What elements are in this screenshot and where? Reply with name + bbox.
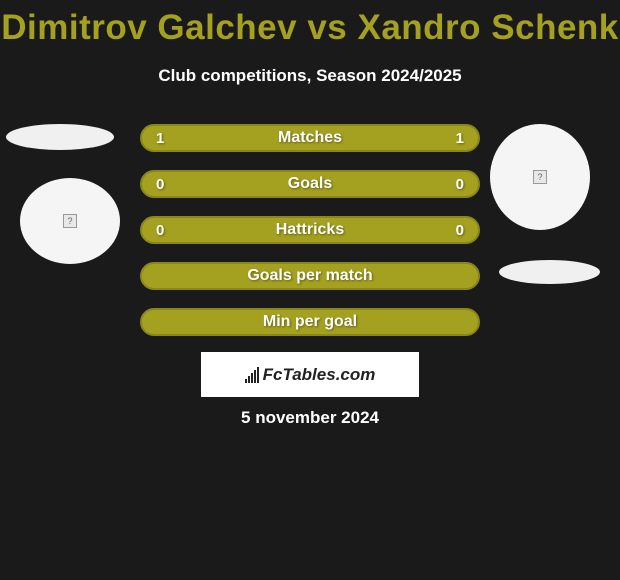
stat-right-value: 1 [456,130,464,147]
stat-right-value: 0 [456,176,464,193]
image-placeholder-icon: ? [533,170,547,184]
stat-left-value: 0 [156,176,164,193]
decor-ellipse-bottom-right [499,260,600,284]
image-placeholder-icon: ? [63,214,77,228]
player-left-avatar: ? [20,178,120,264]
stats-container: 1Matches10Goals00Hattricks0Goals per mat… [140,124,480,354]
player-right-avatar: ? [490,124,590,230]
stat-label: Goals per match [142,267,478,285]
logo-label: FcTables.com [263,365,376,385]
stat-label: Hattricks [142,221,478,239]
date-label: 5 november 2024 [0,408,620,428]
stat-label: Goals [142,175,478,193]
stat-row: Min per goal [140,308,480,336]
decor-ellipse-top-left [6,124,114,150]
stat-label: Matches [142,129,478,147]
stat-left-value: 1 [156,130,164,147]
stat-row: 0Goals0 [140,170,480,198]
subtitle: Club competitions, Season 2024/2025 [0,66,620,86]
stat-left-value: 0 [156,222,164,239]
fctables-logo: FcTables.com [201,352,419,397]
page-title: Dimitrov Galchev vs Xandro Schenk [0,0,620,48]
stat-label: Min per goal [142,313,478,331]
stat-row: 1Matches1 [140,124,480,152]
logo-bars-icon [245,367,259,383]
stat-row: Goals per match [140,262,480,290]
stat-right-value: 0 [456,222,464,239]
stat-row: 0Hattricks0 [140,216,480,244]
